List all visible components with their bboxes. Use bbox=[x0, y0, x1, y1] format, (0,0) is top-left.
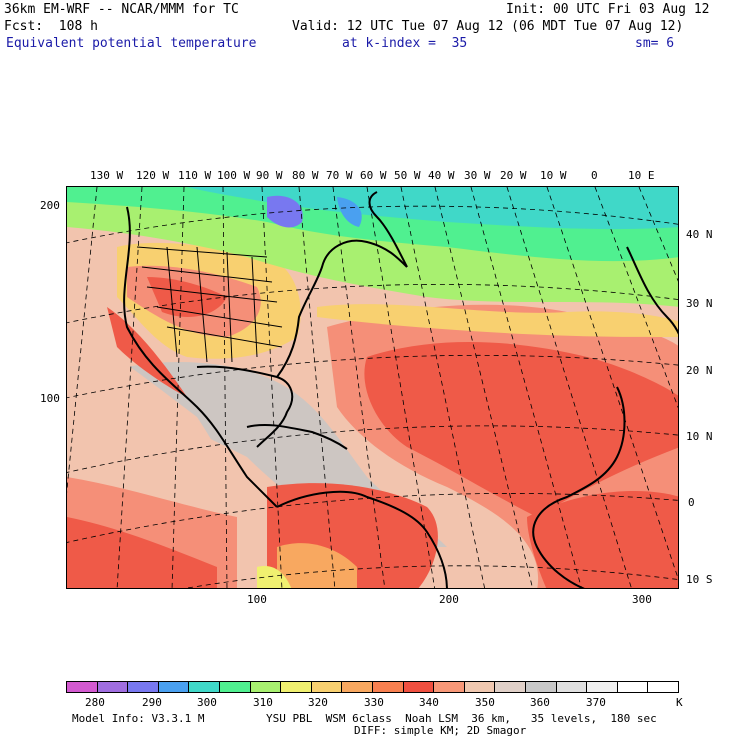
colorbar-swatch bbox=[97, 682, 129, 692]
colorbar-swatch bbox=[158, 682, 190, 692]
colorbar-swatch bbox=[403, 682, 435, 692]
colorbar-swatch bbox=[525, 682, 557, 692]
colorbar-swatch bbox=[311, 682, 343, 692]
colorbar-swatch bbox=[556, 682, 588, 692]
grid-y-label: 200 bbox=[40, 199, 60, 212]
lon-label: 110 W bbox=[178, 169, 212, 182]
colorbar-swatch bbox=[250, 682, 282, 692]
lon-label: 20 W bbox=[500, 169, 527, 182]
init-time: Init: 00 UTC Fri 03 Aug 12 bbox=[506, 2, 710, 17]
colorbar-swatch bbox=[128, 682, 159, 692]
lon-label: 60 W bbox=[360, 169, 387, 182]
lat-label: 10 S bbox=[686, 573, 713, 586]
grid-x-label: 100 bbox=[247, 593, 267, 606]
valid-time: Valid: 12 UTC Tue 07 Aug 12 (06 MDT Tue … bbox=[292, 19, 684, 34]
theta-e-map bbox=[66, 186, 679, 589]
colorbar-swatch bbox=[648, 682, 678, 692]
colorbar-swatch bbox=[219, 682, 251, 692]
grid-x-label: 200 bbox=[439, 593, 459, 606]
physics-info: YSU PBL WSM 6class Noah LSM 36 km, 35 le… bbox=[266, 712, 657, 725]
lon-label: 100 W bbox=[217, 169, 251, 182]
level-index: at k-index = 35 bbox=[342, 36, 468, 51]
colorbar-label: 280 bbox=[85, 696, 105, 709]
lon-label: 0 bbox=[591, 169, 598, 182]
colorbar-swatch bbox=[495, 682, 526, 692]
lat-label: 0 bbox=[688, 496, 695, 509]
colorbar-swatch bbox=[189, 682, 220, 692]
colorbar-label: 320 bbox=[308, 696, 328, 709]
colorbar-label: 360 bbox=[530, 696, 550, 709]
colorbar-swatch bbox=[587, 682, 618, 692]
model-info: Model Info: V3.3.1 M bbox=[72, 712, 205, 725]
smoothing: sm= 6 bbox=[635, 36, 675, 51]
color-bar bbox=[66, 681, 679, 693]
colorbar-label: 350 bbox=[475, 696, 495, 709]
colorbar-label: 330 bbox=[364, 696, 384, 709]
forecast-hour: Fcst: 108 h bbox=[4, 19, 98, 34]
lon-label: 10 W bbox=[540, 169, 567, 182]
lat-label: 20 N bbox=[686, 364, 713, 377]
lon-label: 120 W bbox=[136, 169, 170, 182]
colorbar-swatch bbox=[281, 682, 312, 692]
colorbar-swatch bbox=[464, 682, 496, 692]
model-title: 36km EM-WRF -- NCAR/MMM for TC bbox=[4, 2, 239, 17]
colorbar-swatch bbox=[67, 682, 98, 692]
lon-label: 70 W bbox=[326, 169, 353, 182]
colorbar-label: 340 bbox=[419, 696, 439, 709]
colorbar-unit: K bbox=[676, 696, 683, 709]
colorbar-swatch bbox=[342, 682, 373, 692]
lat-label: 30 N bbox=[686, 297, 713, 310]
lon-label: 90 W bbox=[256, 169, 283, 182]
colorbar-label: 370 bbox=[586, 696, 606, 709]
lat-label: 10 N bbox=[686, 430, 713, 443]
colorbar-swatch bbox=[617, 682, 649, 692]
lon-label: 30 W bbox=[464, 169, 491, 182]
diffusion-info: DIFF: simple KM; 2D Smagor bbox=[354, 724, 527, 737]
field-name: Equivalent potential temperature bbox=[6, 36, 257, 51]
lon-label: 40 W bbox=[428, 169, 455, 182]
lon-label: 10 E bbox=[628, 169, 655, 182]
colorbar-label: 300 bbox=[197, 696, 217, 709]
grid-x-label: 300 bbox=[632, 593, 652, 606]
lat-label: 40 N bbox=[686, 228, 713, 241]
lon-label: 80 W bbox=[292, 169, 319, 182]
colorbar-label: 310 bbox=[253, 696, 273, 709]
grid-y-label: 100 bbox=[40, 392, 60, 405]
colorbar-swatch bbox=[434, 682, 465, 692]
lon-label: 50 W bbox=[394, 169, 421, 182]
colorbar-swatch bbox=[372, 682, 404, 692]
lon-label: 130 W bbox=[90, 169, 124, 182]
colorbar-label: 290 bbox=[142, 696, 162, 709]
